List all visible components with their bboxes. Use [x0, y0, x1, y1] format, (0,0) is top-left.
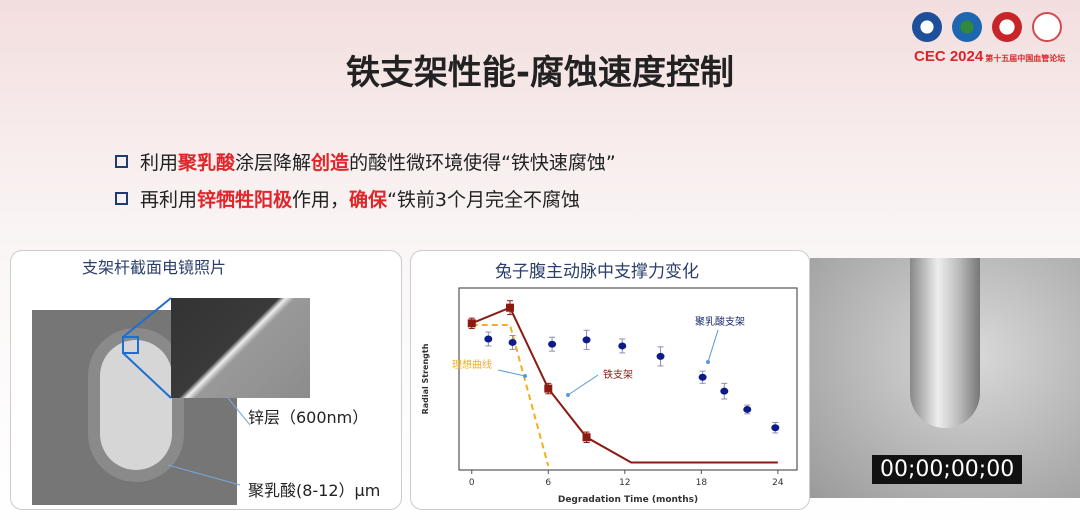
text: 利用: [140, 152, 179, 174]
x-tick-label: 0: [469, 478, 475, 488]
cec-subtext: 第十五届中国血管论坛: [985, 54, 1066, 63]
pla-layer-label: 聚乳酸(8-12）μm: [248, 481, 381, 500]
legend-label: 聚乳酸支架: [695, 315, 745, 328]
bullet-1: 利用 聚乳酸 涂层降解 创造 的酸性微环境使得“铁快速腐蚀”: [115, 148, 616, 175]
pla-stent-point: [698, 373, 707, 381]
text: 再利用: [140, 189, 198, 211]
arrow-head-icon: [706, 360, 710, 364]
sem-panel-title: 支架杆截面电镜照片: [82, 258, 227, 277]
pla-stent-point: [548, 340, 557, 348]
highlight: 确保: [349, 189, 388, 211]
highlight: 聚乳酸: [178, 152, 236, 174]
highlight: 锌牺牲阳极: [197, 189, 293, 211]
bullet-2: 再利用 锌牺牲阳极 作用， 确保 “铁前3个月完全不腐蚀: [115, 185, 580, 212]
arrow-head-icon: [566, 393, 570, 397]
strut-cross-section: [100, 340, 172, 470]
logo-2: [952, 12, 982, 42]
iron-stent-line: [471, 306, 778, 464]
square-bullet-icon: [115, 192, 128, 205]
text: 涂层降解: [235, 152, 312, 174]
logo-1: [912, 12, 942, 42]
slide-title: 铁支架性能-腐蚀速度控制: [345, 53, 735, 93]
text: 作用，: [292, 189, 350, 211]
ideal-curve-line: [471, 324, 550, 467]
cec-text: CEC 2024: [914, 48, 984, 65]
logo-3: [992, 12, 1022, 42]
conference-logos: CEC 2024 第十五届中国血管论坛: [908, 10, 1074, 68]
pla-stent-point: [771, 424, 780, 432]
cec-logo: CEC 2024 第十五届中国血管论坛: [914, 48, 1065, 65]
annotation-arrow: [497, 369, 526, 377]
x-axis-label: Degradation Time (months): [558, 495, 698, 505]
x-tick-label: 18: [696, 478, 708, 488]
pla-stent-point: [743, 405, 752, 413]
legend-label: 铁支架: [603, 368, 633, 381]
logo-4: [1032, 12, 1062, 42]
legend-label: 理想曲线: [452, 358, 492, 371]
text: 的酸性微环境使得“铁快速腐蚀”: [349, 152, 616, 174]
annotation-arrow: [567, 374, 599, 396]
arrow-head-icon: [523, 374, 527, 378]
square-bullet-icon: [115, 155, 128, 168]
pla-stent-point: [720, 387, 729, 395]
text: “铁前3个月完全不腐蚀: [387, 189, 580, 211]
pla-stent-point: [582, 336, 591, 344]
pla-stent-point: [508, 338, 517, 346]
pla-stent-point: [484, 335, 493, 343]
x-tick-label: 24: [772, 478, 784, 488]
x-tick-label: 12: [619, 478, 630, 488]
pla-stent-point: [618, 342, 627, 350]
stent-video-frame: [910, 258, 980, 428]
timecode: 00;00;00;00: [872, 455, 1023, 484]
iron-stent-point: [544, 384, 553, 393]
highlight: 创造: [311, 152, 350, 174]
iron-stent-point: [582, 433, 591, 442]
x-tick-label: 6: [545, 478, 551, 488]
chart-title: 兔子腹主动脉中支撑力变化: [495, 262, 699, 282]
iron-stent-point: [467, 319, 476, 328]
zinc-layer-label: 锌层（600nm）: [248, 408, 369, 427]
annotation-arrow: [707, 329, 719, 363]
radial-strength-chart: 0 6 12 18 24 Degradation Time (months) Radial …: [421, 287, 798, 505]
video-player[interactable]: 00;00;00;00: [810, 258, 1080, 498]
zoom-lines: [122, 297, 251, 486]
pla-stent-point: [656, 352, 665, 360]
sem-inset-image: [171, 298, 310, 398]
iron-stent-point: [506, 303, 515, 312]
y-axis-label: Radial Strength: [421, 343, 430, 414]
